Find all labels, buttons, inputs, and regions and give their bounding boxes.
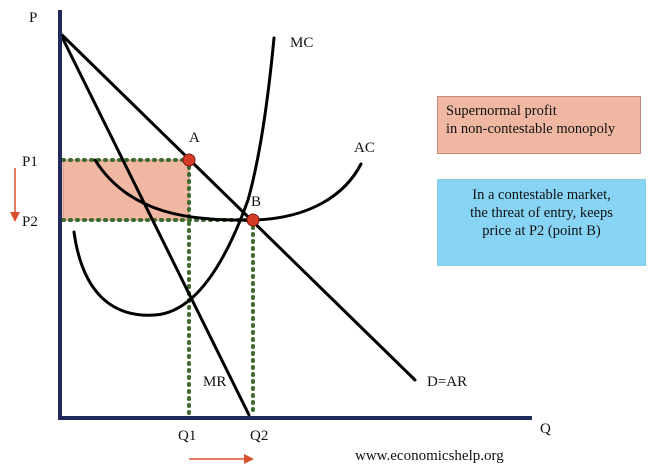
profit-note-line-2: in non-contestable monopoly <box>446 121 616 137</box>
p1-label: P1 <box>22 154 38 170</box>
supernormal-profit-note: Supernormal profit in non-contestable mo… <box>437 96 641 154</box>
guide-lines <box>61 158 255 417</box>
q2-label: Q2 <box>250 428 268 444</box>
q1-label: Q1 <box>178 428 196 444</box>
mc-curve <box>72 36 276 317</box>
p2-label: P2 <box>22 214 38 230</box>
mc-label: MC <box>290 35 313 51</box>
point-b-marker <box>246 213 260 227</box>
profit-note-line-1: Supernormal profit <box>446 103 557 119</box>
demand-curve <box>60 33 417 382</box>
supernormal-profit-area <box>62 159 190 221</box>
contestable-market-note: In a contestable market, the threat of e… <box>437 179 646 266</box>
ac-label: AC <box>354 140 375 156</box>
point-a-label: A <box>189 130 200 146</box>
demand-label: D=AR <box>427 374 467 390</box>
point-a-marker <box>182 153 196 167</box>
y-axis-label: P <box>29 10 37 26</box>
mr-label: MR <box>203 374 226 390</box>
contest-note-line-2: the threat of entry, keeps <box>470 205 613 221</box>
source-credit: www.economicshelp.org <box>355 448 504 464</box>
quantity-rise-arrow <box>189 454 254 464</box>
price-drop-arrow <box>10 168 20 222</box>
curves <box>60 33 417 417</box>
point-b-label: B <box>251 194 261 210</box>
contest-note-line-1: In a contestable market, <box>472 187 611 203</box>
x-axis-label: Q <box>540 421 551 437</box>
axes <box>58 10 532 420</box>
mr-curve <box>60 35 251 417</box>
contest-note-line-3: price at P2 (point B) <box>482 223 601 239</box>
